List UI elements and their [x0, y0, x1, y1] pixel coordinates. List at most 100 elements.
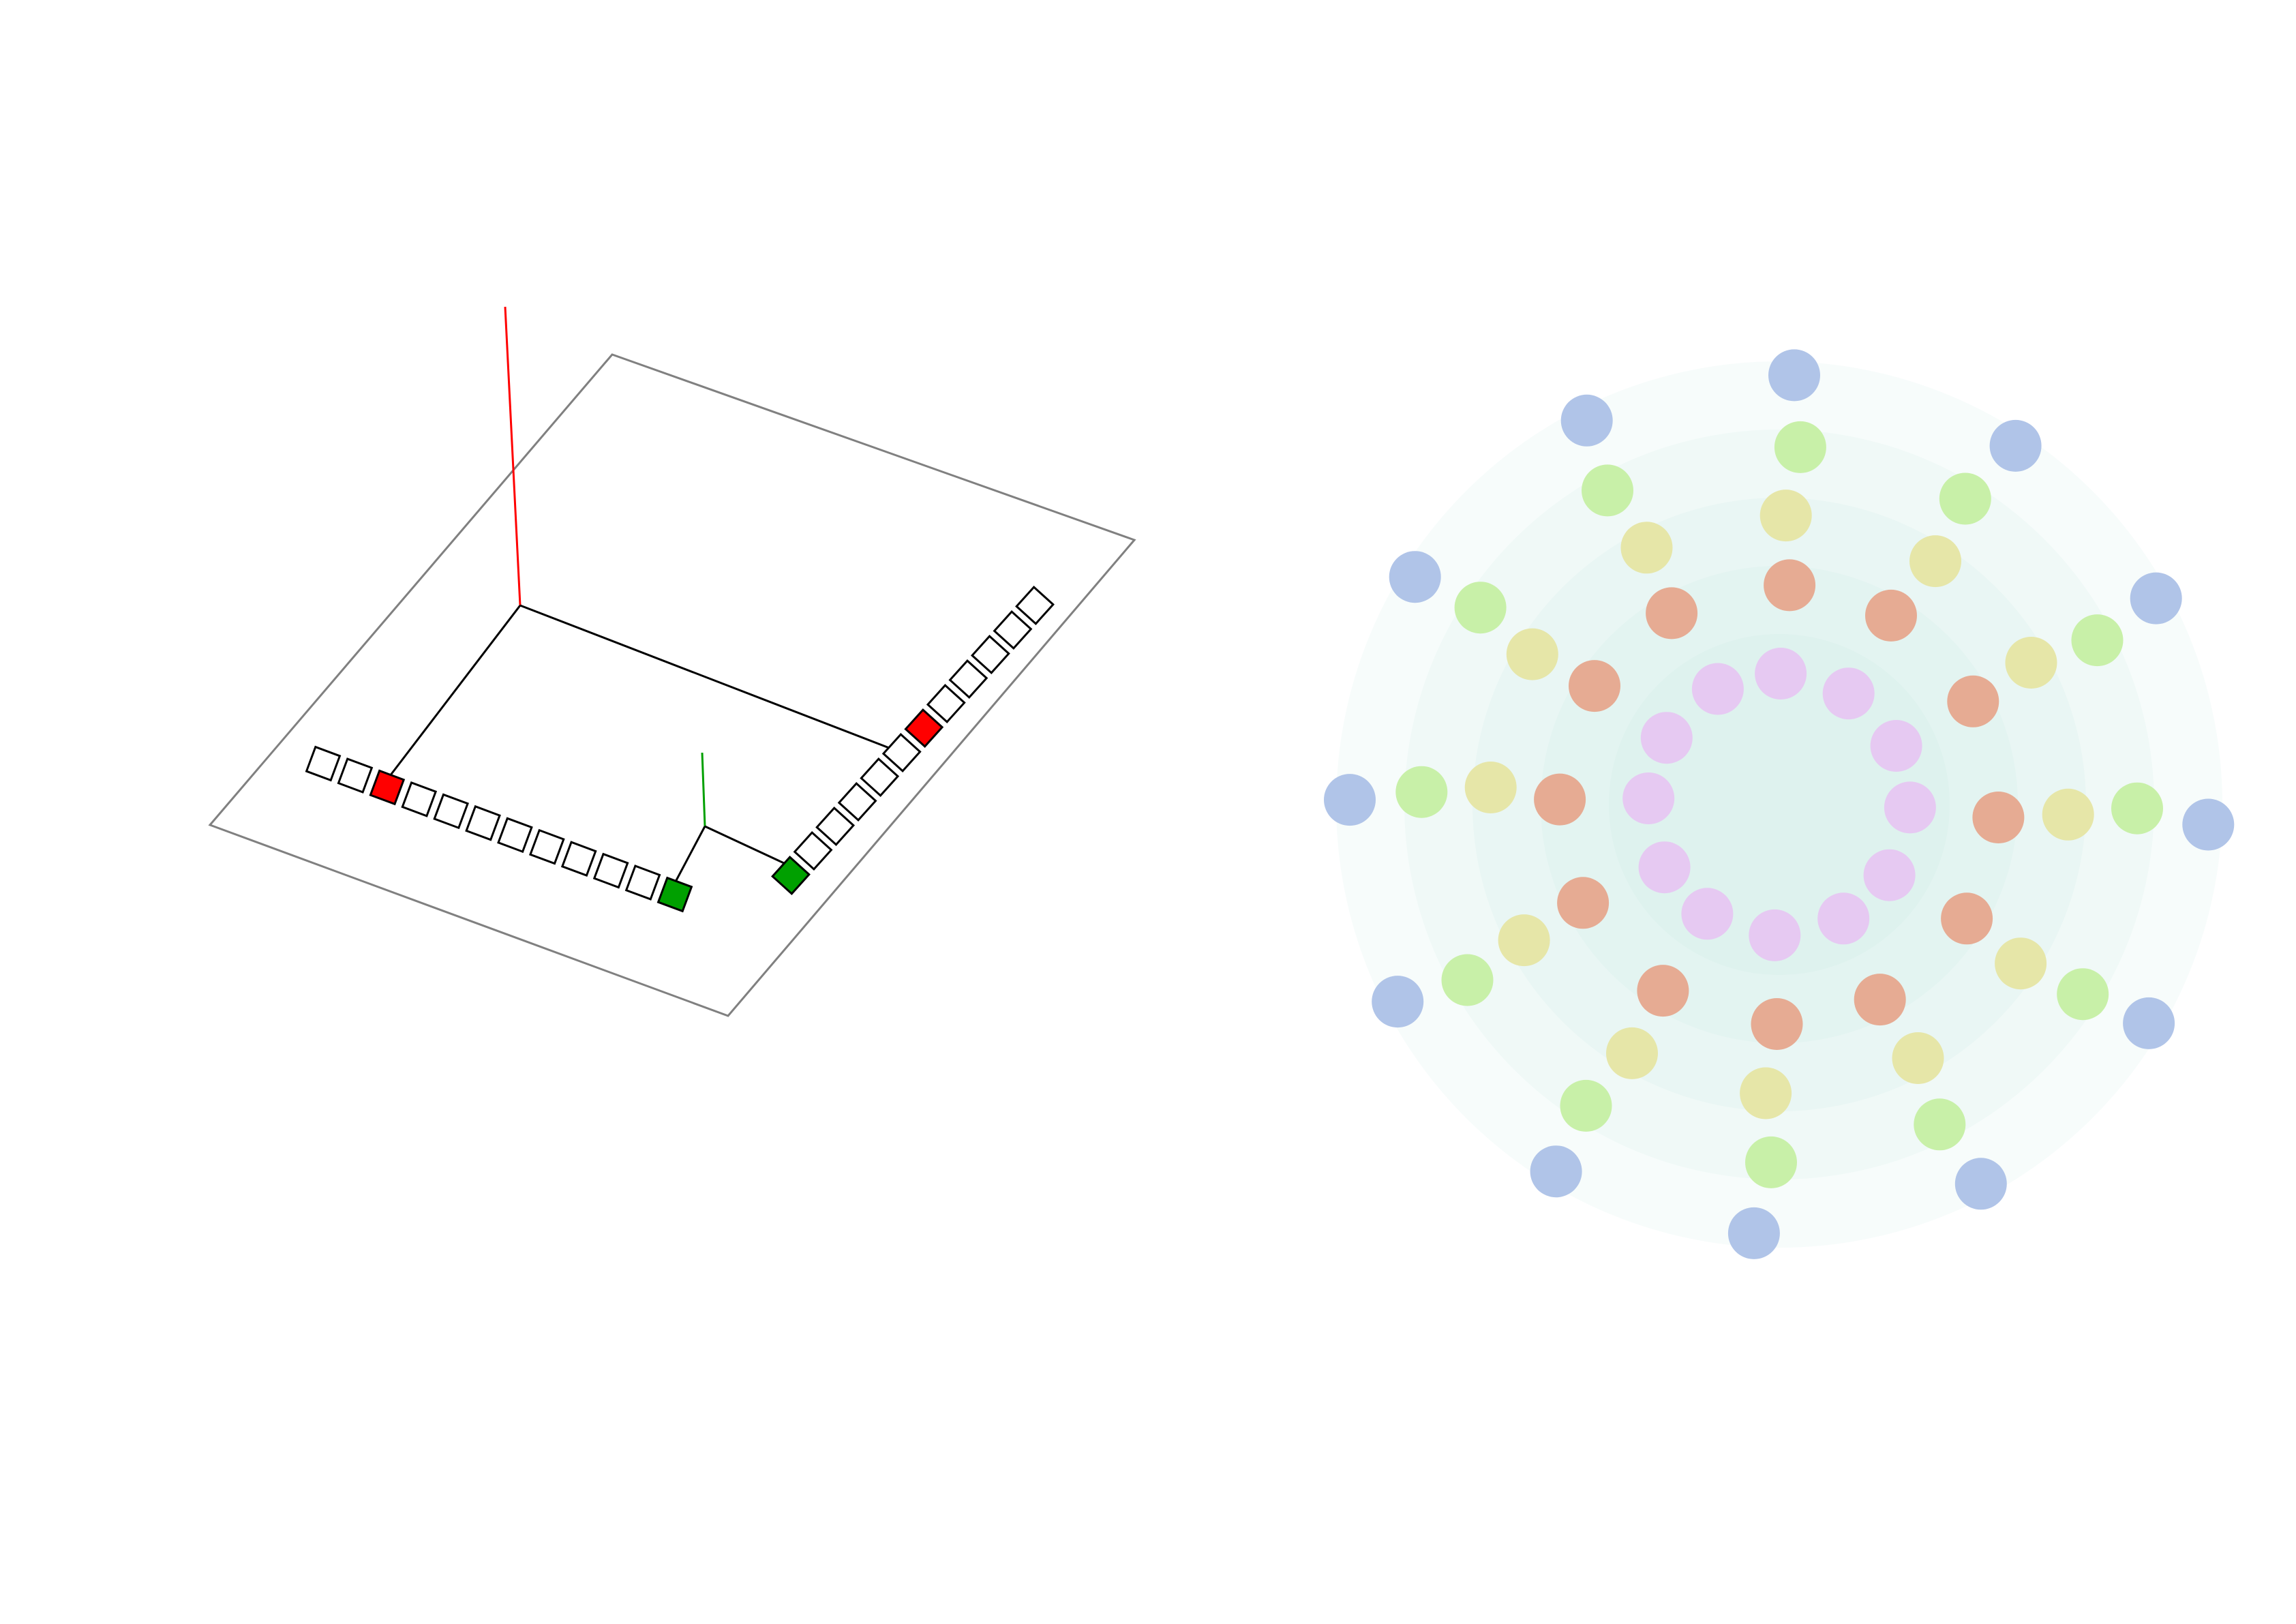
radial-dot	[1884, 781, 1936, 834]
sequence-cell	[337, 757, 374, 794]
radial-dot	[1530, 1145, 1582, 1198]
sequence-b-cells	[771, 586, 1055, 895]
sequence-cell	[624, 864, 661, 901]
radial-dot	[1640, 712, 1693, 764]
radial-dot	[1995, 937, 2047, 990]
radial-dot	[1324, 774, 1376, 826]
sequence-cell	[529, 828, 565, 865]
radial-dot	[1534, 773, 1586, 826]
sequence-cell	[793, 831, 833, 871]
radial-dot	[1620, 522, 1673, 574]
radial-dot	[1464, 762, 1517, 813]
sequence-a-cells	[305, 745, 693, 913]
radial-dot	[1560, 1079, 1612, 1132]
concentric-ring	[1472, 498, 2086, 1111]
green-axis-line	[701, 752, 706, 827]
radial-dot	[1740, 1067, 1792, 1119]
sequence-cell	[993, 610, 1033, 650]
radial-dot	[1749, 909, 1801, 961]
sequence-cell	[881, 733, 922, 772]
connector-lines	[389, 604, 895, 884]
radial-dot	[2182, 798, 2235, 851]
radial-dot	[1691, 663, 1744, 715]
sequence-cell	[970, 635, 1010, 674]
radial-dot	[1909, 535, 1961, 588]
radial-dot	[1646, 587, 1698, 640]
connector-line	[704, 825, 785, 864]
radial-dot	[1854, 974, 1906, 1026]
radial-dot	[1817, 892, 1870, 945]
radial-dot	[1638, 841, 1691, 894]
sequence-cell-red	[904, 708, 944, 748]
sequence-cell-red	[369, 769, 406, 806]
radial-dot	[1989, 419, 2042, 472]
radial-dot	[2071, 614, 2124, 667]
radial-dot	[2042, 788, 2094, 841]
concentric-rings	[1336, 361, 2222, 1248]
radial-dot	[1751, 998, 1803, 1050]
radial-dot	[1498, 914, 1550, 967]
radial-dot	[1582, 464, 1633, 517]
radial-dot	[1606, 1027, 1658, 1079]
radial-dot	[1941, 892, 1993, 945]
radial-dot	[1863, 849, 1916, 901]
connector-line	[519, 604, 895, 751]
sequence-cell	[433, 793, 469, 830]
sequence-cell	[837, 782, 877, 822]
radial-dot	[1822, 667, 1875, 720]
alignment-diagram	[208, 306, 1136, 1017]
radial-dot	[2111, 782, 2163, 834]
radial-dot	[1569, 660, 1620, 712]
radial-dot	[2130, 572, 2182, 625]
radial-dot	[1557, 877, 1610, 929]
concentric-ring	[1541, 566, 2018, 1043]
concentric-ring	[1404, 430, 2154, 1179]
radial-dot	[1454, 582, 1507, 634]
connector-line	[389, 605, 522, 777]
sequence-cell-green	[656, 876, 693, 913]
red-axis-line	[504, 306, 522, 606]
radial-dot	[1745, 1136, 1797, 1188]
sequence-cell-green	[771, 856, 811, 895]
radial-dots	[1324, 349, 2235, 1259]
sequence-cell	[401, 781, 438, 817]
sequence-cell	[1015, 586, 1055, 625]
radial-dot	[1755, 648, 1807, 700]
radial-dot	[1892, 1032, 1944, 1084]
sequence-cell	[860, 757, 900, 797]
radial-dot	[2005, 637, 2057, 689]
sequence-cell	[592, 852, 629, 889]
radial-dot	[1637, 965, 1689, 1017]
radial-dot	[2057, 968, 2109, 1021]
radial-dot	[1622, 772, 1675, 824]
sequence-cell	[497, 817, 533, 854]
radial-dot	[1865, 589, 1917, 642]
radial-dot	[1681, 888, 1734, 940]
radial-dot	[1727, 1207, 1780, 1259]
radial-dot	[1972, 792, 2025, 843]
sequence-cell	[815, 807, 856, 846]
radial-dot	[1954, 1158, 2007, 1210]
concentric-ring	[1336, 361, 2222, 1248]
radial-dot	[1914, 1098, 1966, 1151]
sequence-cell	[948, 659, 988, 699]
concentric-ring	[1609, 634, 1950, 975]
radial-dot	[2123, 997, 2175, 1049]
radial-dot	[1759, 490, 1812, 542]
radial-dot	[1768, 349, 1820, 402]
radial-dot	[1939, 472, 1991, 525]
connector-line	[674, 826, 706, 884]
radial-dot	[1506, 628, 1558, 680]
radial-dot	[1389, 551, 1441, 603]
radial-dot	[1870, 720, 1922, 772]
radial-dot-diagram	[1324, 349, 2235, 1259]
radial-dot	[1560, 394, 1613, 447]
radial-dot	[1395, 766, 1448, 818]
radial-dot	[1774, 421, 1826, 473]
sequence-cell	[560, 841, 597, 877]
radial-dot	[1764, 559, 1816, 612]
sequence-cell	[926, 684, 966, 723]
sequence-cell	[305, 745, 342, 782]
sequence-cell	[465, 805, 501, 841]
